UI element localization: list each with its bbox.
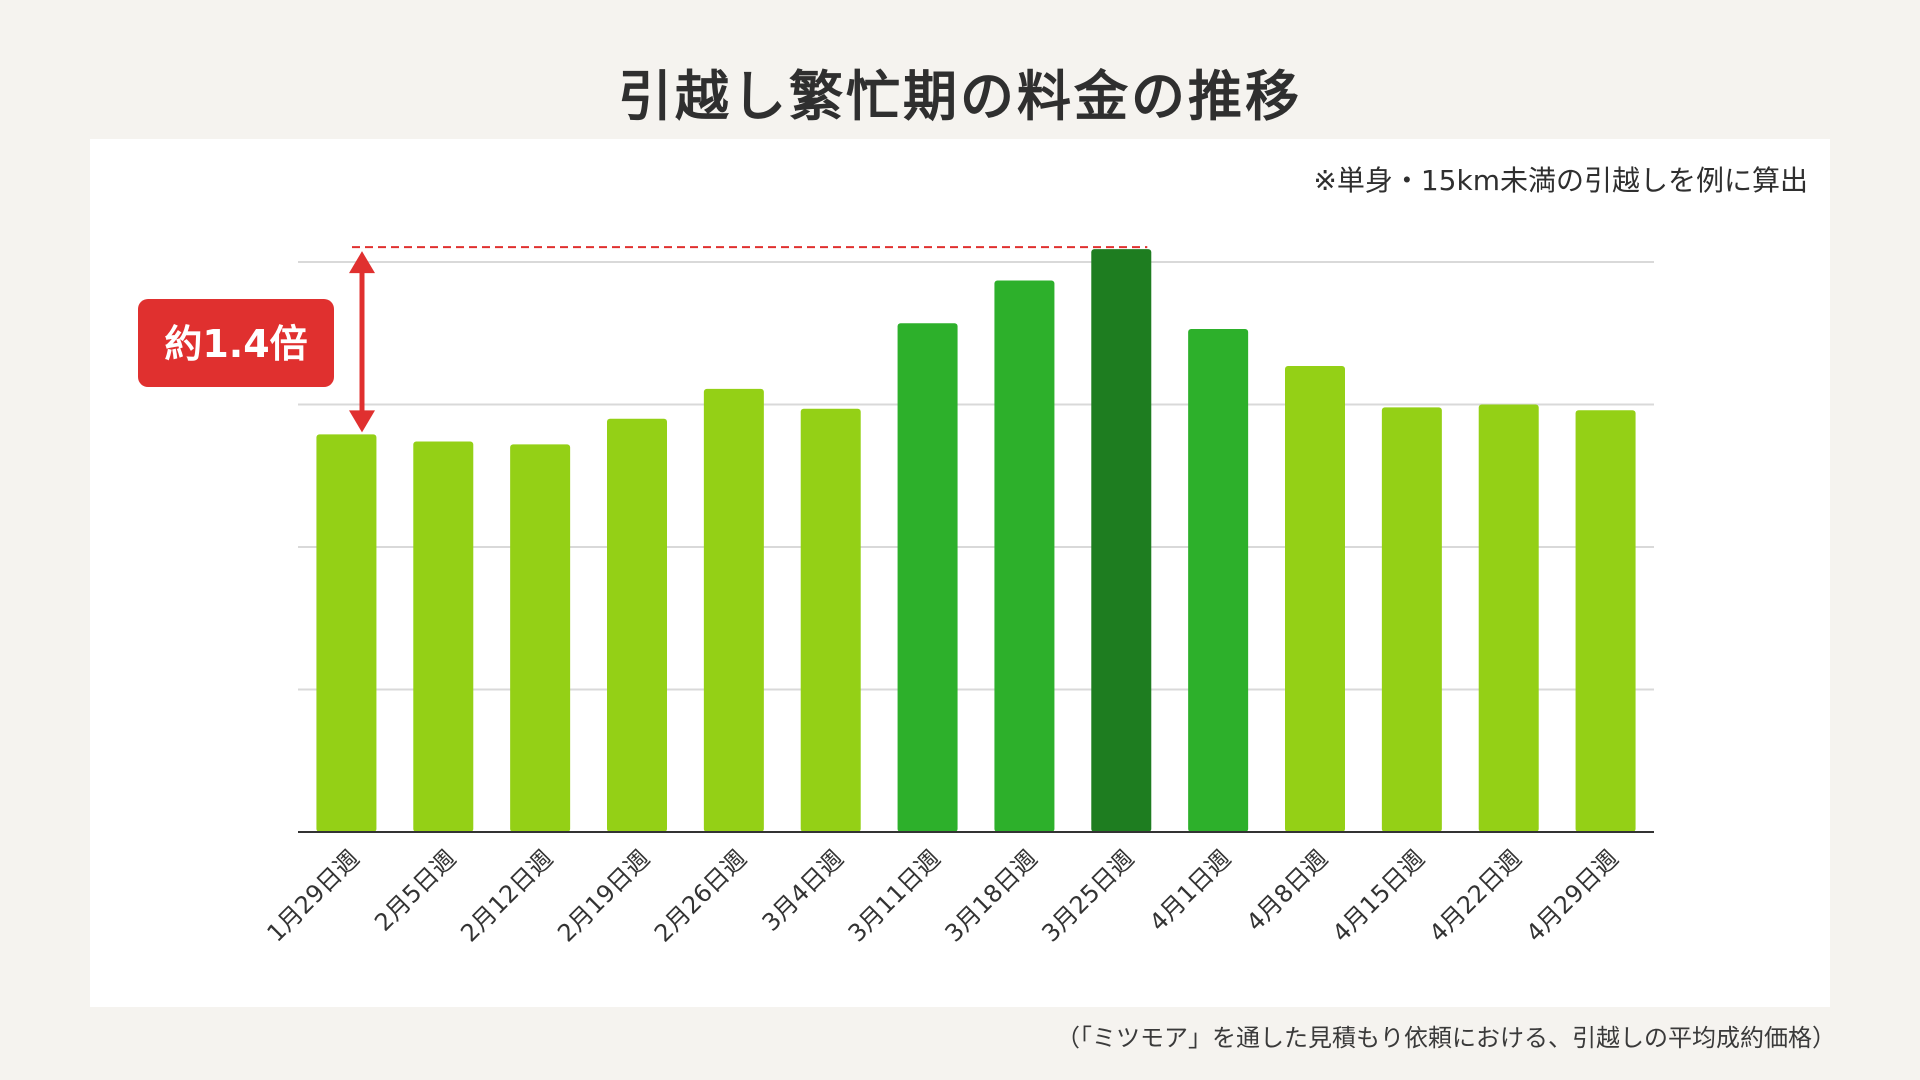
callout-badge — [138, 299, 334, 387]
bar — [703, 388, 764, 832]
bar — [1478, 404, 1539, 832]
bar — [1575, 410, 1636, 832]
x-tick-label: 3月4日週 — [757, 844, 849, 936]
bar — [800, 408, 861, 832]
bars — [316, 249, 1636, 833]
bar — [413, 441, 474, 832]
callout-label: 約1.4倍 — [164, 322, 307, 366]
bar — [1188, 328, 1249, 832]
source-note: （「ミツモア」を通した見積もり依頼における、引越しの平均成約価格） — [1056, 1024, 1836, 1052]
bar — [1285, 366, 1345, 832]
x-tick-label: 2月5日週 — [369, 844, 461, 936]
x-tick-label: 2月12日週 — [455, 844, 558, 947]
x-tick-label: 3月25日週 — [1036, 844, 1139, 947]
bar — [897, 323, 958, 832]
bar — [994, 280, 1055, 832]
x-tick-label: 4月15日週 — [1327, 844, 1430, 947]
bar — [316, 434, 377, 832]
gridlines — [298, 261, 1654, 691]
chart-panel: 1月29日週 2月5日週 2月12日週 2月19日週 2月26日週 3月4日週 3月11日週… — [90, 139, 1830, 1007]
bar — [1381, 407, 1442, 832]
x-tick-label: 3月11日週 — [843, 844, 946, 947]
x-tick-label: 4月8日週 — [1241, 844, 1333, 936]
arrow-down-icon — [349, 410, 375, 433]
x-tick-label: 2月26日週 — [649, 844, 752, 947]
x-tick-label: 4月29日週 — [1521, 844, 1624, 947]
chart-title: 引越し繁忙期の料金の推移 — [618, 65, 1302, 128]
calculation-note: ※単身・15km未満の引越しを例に算出 — [1313, 164, 1808, 197]
x-tick-label: 1月29日週 — [262, 844, 365, 947]
x-tick-label: 3月18日週 — [940, 844, 1043, 947]
x-tick-label: 4月1日週 — [1144, 844, 1236, 936]
ratio-callout: 約1.4倍 — [138, 246, 1148, 433]
bar — [1091, 249, 1152, 833]
arrow-up-icon — [349, 251, 375, 274]
x-tick-label: 4月22日週 — [1424, 844, 1527, 947]
bar — [510, 444, 571, 832]
bar — [607, 418, 667, 832]
x-tick-label: 2月19日週 — [552, 844, 655, 947]
